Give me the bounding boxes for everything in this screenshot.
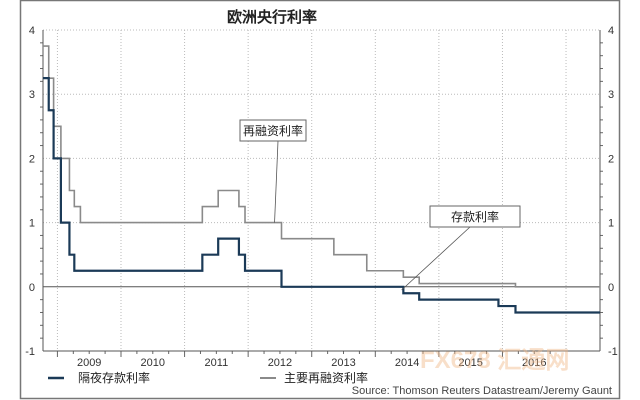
legend-label-refi: 主要再融资利率 bbox=[284, 370, 368, 385]
y-tick-right: 1 bbox=[608, 218, 614, 230]
y-tick-left: 1 bbox=[29, 218, 35, 230]
y-tick-right: 4 bbox=[608, 25, 614, 37]
legend-label-deposit: 隔夜存款利率 bbox=[78, 370, 150, 385]
x-tick-label: 2009 bbox=[77, 357, 101, 369]
x-tick-label: 2012 bbox=[268, 357, 292, 369]
x-tick-label: 2015 bbox=[458, 357, 482, 369]
x-tick-label: 2010 bbox=[141, 357, 165, 369]
annotation-label: 存款利率 bbox=[451, 209, 499, 224]
annotation-box bbox=[239, 119, 307, 142]
series-group bbox=[43, 45, 600, 314]
watermark-logo: FX678 汇通网 bbox=[420, 347, 569, 374]
legend: 隔夜存款利率 主要再融资利率 bbox=[48, 370, 368, 385]
y-tick-left: 3 bbox=[29, 89, 35, 101]
x-tick-label: 2011 bbox=[205, 357, 229, 369]
y-tick-left: 2 bbox=[29, 153, 35, 165]
annotation-label: 再融资利率 bbox=[243, 123, 303, 138]
source-note: Source: Thomson Reuters Datastream/Jerem… bbox=[352, 385, 612, 397]
series-line-refi bbox=[43, 45, 600, 288]
y-tick-left: 4 bbox=[29, 25, 35, 37]
annotation-leader bbox=[401, 226, 471, 291]
x-tick-label: 2014 bbox=[395, 357, 419, 369]
x-tick-label: 2016 bbox=[522, 357, 546, 369]
y-tick-left: -1 bbox=[25, 346, 35, 358]
chart-title: 欧洲央行利率 bbox=[227, 8, 317, 26]
annotation-box bbox=[429, 205, 521, 228]
y-tick-left: 0 bbox=[29, 282, 35, 294]
chart-frame bbox=[19, 0, 621, 400]
series-line-deposit bbox=[43, 77, 600, 314]
y-tick-right: 3 bbox=[608, 89, 614, 101]
annotation-leader bbox=[274, 140, 279, 223]
axes: 4 4 3 3 2 2 1 1 0 0 -1 -1 2009 2010 2011 2012 2013 2014 20… bbox=[25, 25, 618, 369]
y-tick-right: 2 bbox=[608, 153, 614, 165]
y-tick-right: -1 bbox=[608, 346, 618, 358]
x-tick-label: 2013 bbox=[331, 357, 355, 369]
y-tick-right: 0 bbox=[608, 282, 614, 294]
